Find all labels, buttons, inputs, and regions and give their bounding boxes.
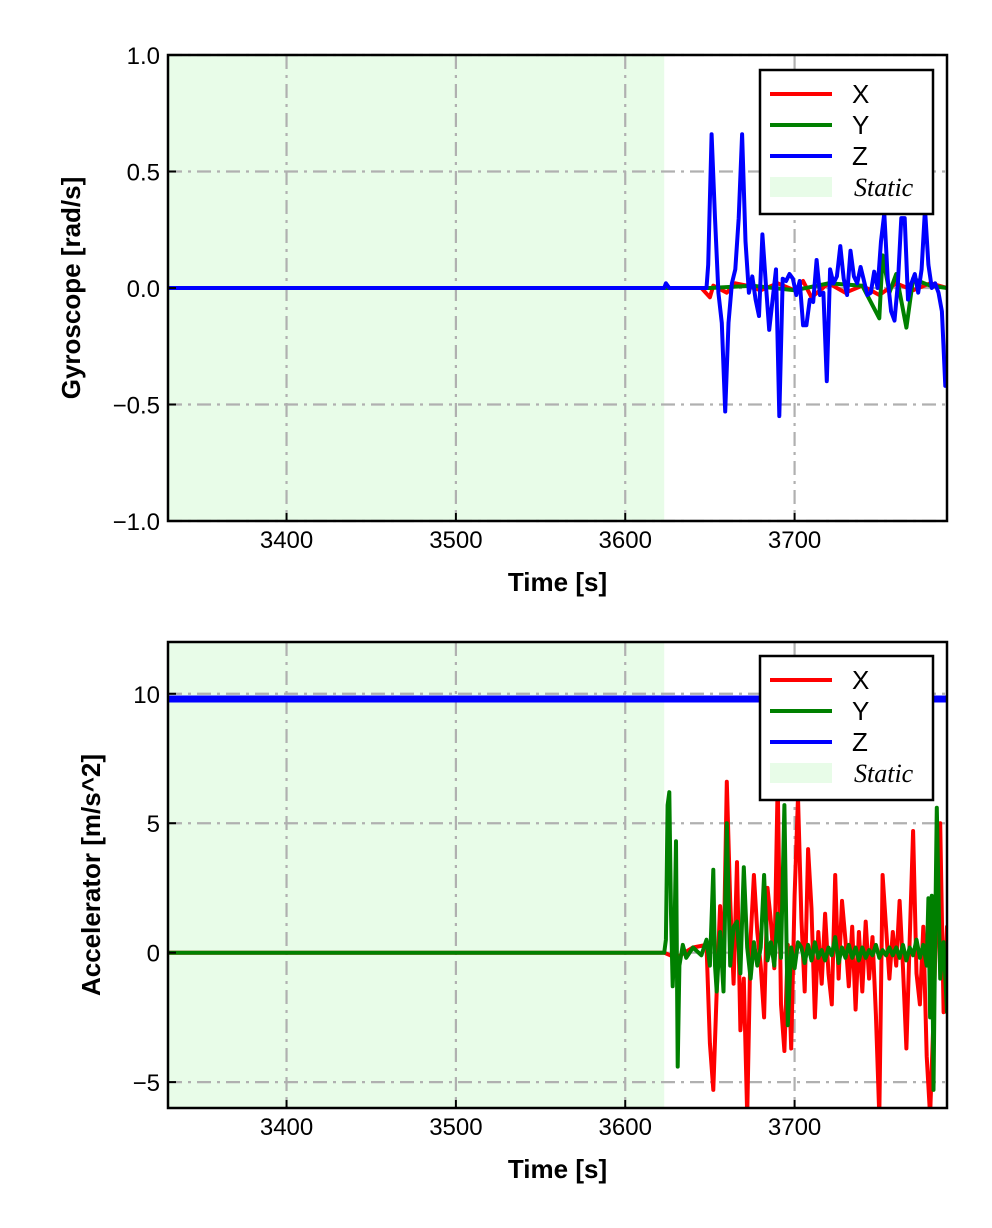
legend-label-x: X (852, 665, 869, 695)
y-tick-label: 0.5 (127, 160, 160, 187)
x-tick-label: 3500 (429, 1114, 482, 1141)
y-tick-label: 0 (147, 941, 160, 968)
legend-label-static: Static (854, 173, 914, 202)
y-axis-label: Accelerator [m/s^2] (76, 754, 106, 996)
series-line-z (168, 132, 947, 419)
x-tick-label: 3400 (260, 527, 313, 554)
x-tick-label: 3400 (260, 1114, 313, 1141)
y-tick-label: 10 (133, 682, 160, 709)
y-tick-label: 1.0 (127, 43, 160, 70)
series-line-y (168, 790, 947, 1092)
x-tick-label: 3600 (599, 1114, 652, 1141)
y-tick-label: −5 (133, 1070, 160, 1097)
x-tick-label: 3700 (768, 1114, 821, 1141)
y-axis-label: Gyroscope [rad/s] (56, 177, 86, 400)
chart-2: 3400 3500 3600 3700 10 5 0 −5 Time [s] Accelerato… (76, 640, 949, 1184)
legend-label-static: Static (854, 759, 914, 788)
y-tick-label: −1.0 (113, 509, 160, 536)
legend-label-z: Z (852, 141, 868, 171)
series-group (168, 132, 947, 419)
y-tick-label: 5 (147, 811, 160, 838)
legend-swatch-static (770, 177, 832, 197)
y-tick-label: 0.0 (127, 276, 160, 303)
x-axis-label: Time [s] (508, 567, 607, 597)
x-tick-label: 3700 (768, 527, 821, 554)
legend-swatch-static (770, 763, 832, 783)
static-region (168, 642, 665, 1108)
x-axis-label: Time [s] (508, 1154, 607, 1184)
x-tick-label: 3600 (599, 527, 652, 554)
plot-frame (166, 640, 949, 1110)
legend-label-x: X (852, 79, 869, 109)
chart-1: 3400 3500 3600 3700 1.0 0.5 0.0 −0.5 −1.0 Time [s… (56, 43, 949, 597)
x-tick-label: 3500 (429, 527, 482, 554)
legend-label-z: Z (852, 727, 868, 757)
legend-label-y: Y (852, 110, 869, 140)
y-tick-label: −0.5 (113, 393, 160, 420)
legend-label-y: Y (852, 696, 869, 726)
